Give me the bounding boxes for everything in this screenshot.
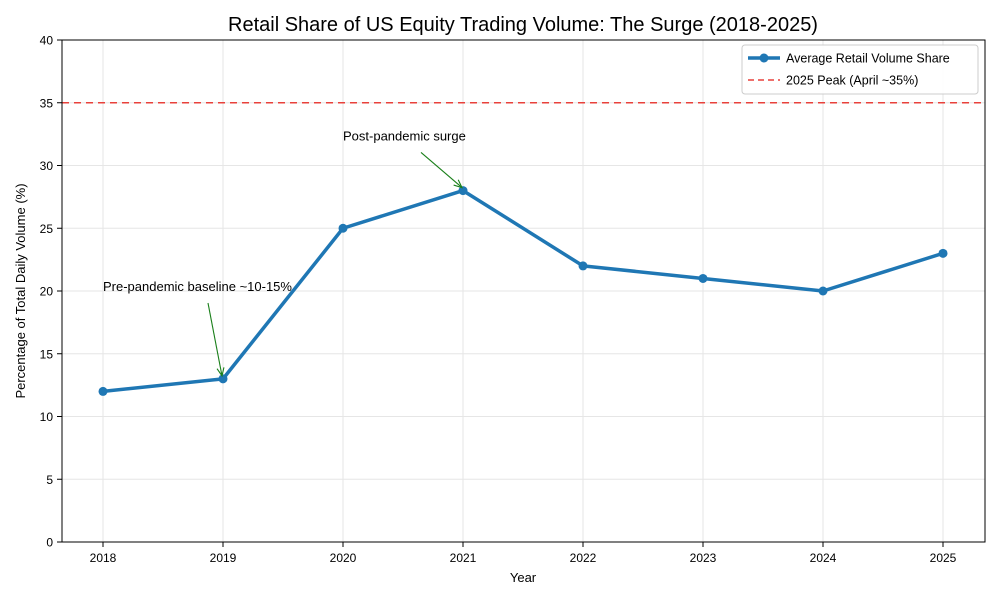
annotation-arrow-head	[453, 179, 464, 189]
x-tick-label: 2019	[210, 551, 237, 565]
x-axis: 2018 2019 2020 2021 2022 2023 2024 2025	[90, 542, 957, 565]
legend-series-marker	[759, 53, 769, 63]
x-tick-label: 2018	[90, 551, 117, 565]
legend: Average Retail Volume Share 2025 Peak (A…	[741, 44, 979, 95]
data-point	[578, 261, 588, 271]
y-tick-label: 35	[40, 96, 54, 110]
y-axis-label: Percentage of Total Daily Volume (%)	[13, 183, 28, 398]
y-tick-label: 5	[46, 473, 53, 487]
y-tick-label: 30	[40, 159, 54, 173]
x-tick-label: 2021	[450, 551, 477, 565]
series	[98, 186, 948, 396]
x-tick-label: 2023	[690, 551, 717, 565]
legend-peak-label: 2025 Peak (April ~35%)	[786, 74, 918, 88]
series-line	[101, 188, 945, 394]
x-tick-label: 2025	[930, 551, 957, 565]
legend-box	[741, 44, 979, 95]
y-tick-label: 20	[40, 285, 54, 299]
y-tick-label: 15	[40, 347, 54, 361]
x-tick-label: 2020	[330, 551, 357, 565]
annotation-arrow-line	[420, 151, 463, 189]
data-point	[218, 374, 228, 384]
data-point	[338, 223, 348, 233]
y-tick-label: 40	[40, 34, 54, 48]
annotation-arrow-head	[216, 367, 225, 378]
y-tick-label: 0	[46, 536, 53, 550]
annotations: Pre-pandemic baseline ~10-15% Post-pandem…	[103, 128, 466, 378]
y-tick-label: 25	[40, 222, 54, 236]
annotation-text: Post-pandemic surge	[343, 128, 466, 143]
data-point	[938, 248, 948, 258]
chart-title: Retail Share of US Equity Trading Volume…	[228, 14, 818, 36]
x-tick-label: 2022	[570, 551, 597, 565]
y-axis: 0 5 10 15 20 25 30 35 40	[40, 34, 62, 550]
annotation-text: Pre-pandemic baseline ~10-15%	[103, 279, 292, 294]
data-point	[458, 186, 468, 196]
x-axis-label: Year	[510, 570, 537, 585]
data-point	[698, 273, 708, 283]
legend-series-label: Average Retail Volume Share	[786, 52, 950, 66]
annotation-arrow-line	[207, 302, 223, 376]
y-tick-label: 10	[40, 410, 54, 424]
data-point	[98, 386, 108, 396]
data-point	[818, 286, 828, 296]
x-tick-label: 2024	[810, 551, 837, 565]
